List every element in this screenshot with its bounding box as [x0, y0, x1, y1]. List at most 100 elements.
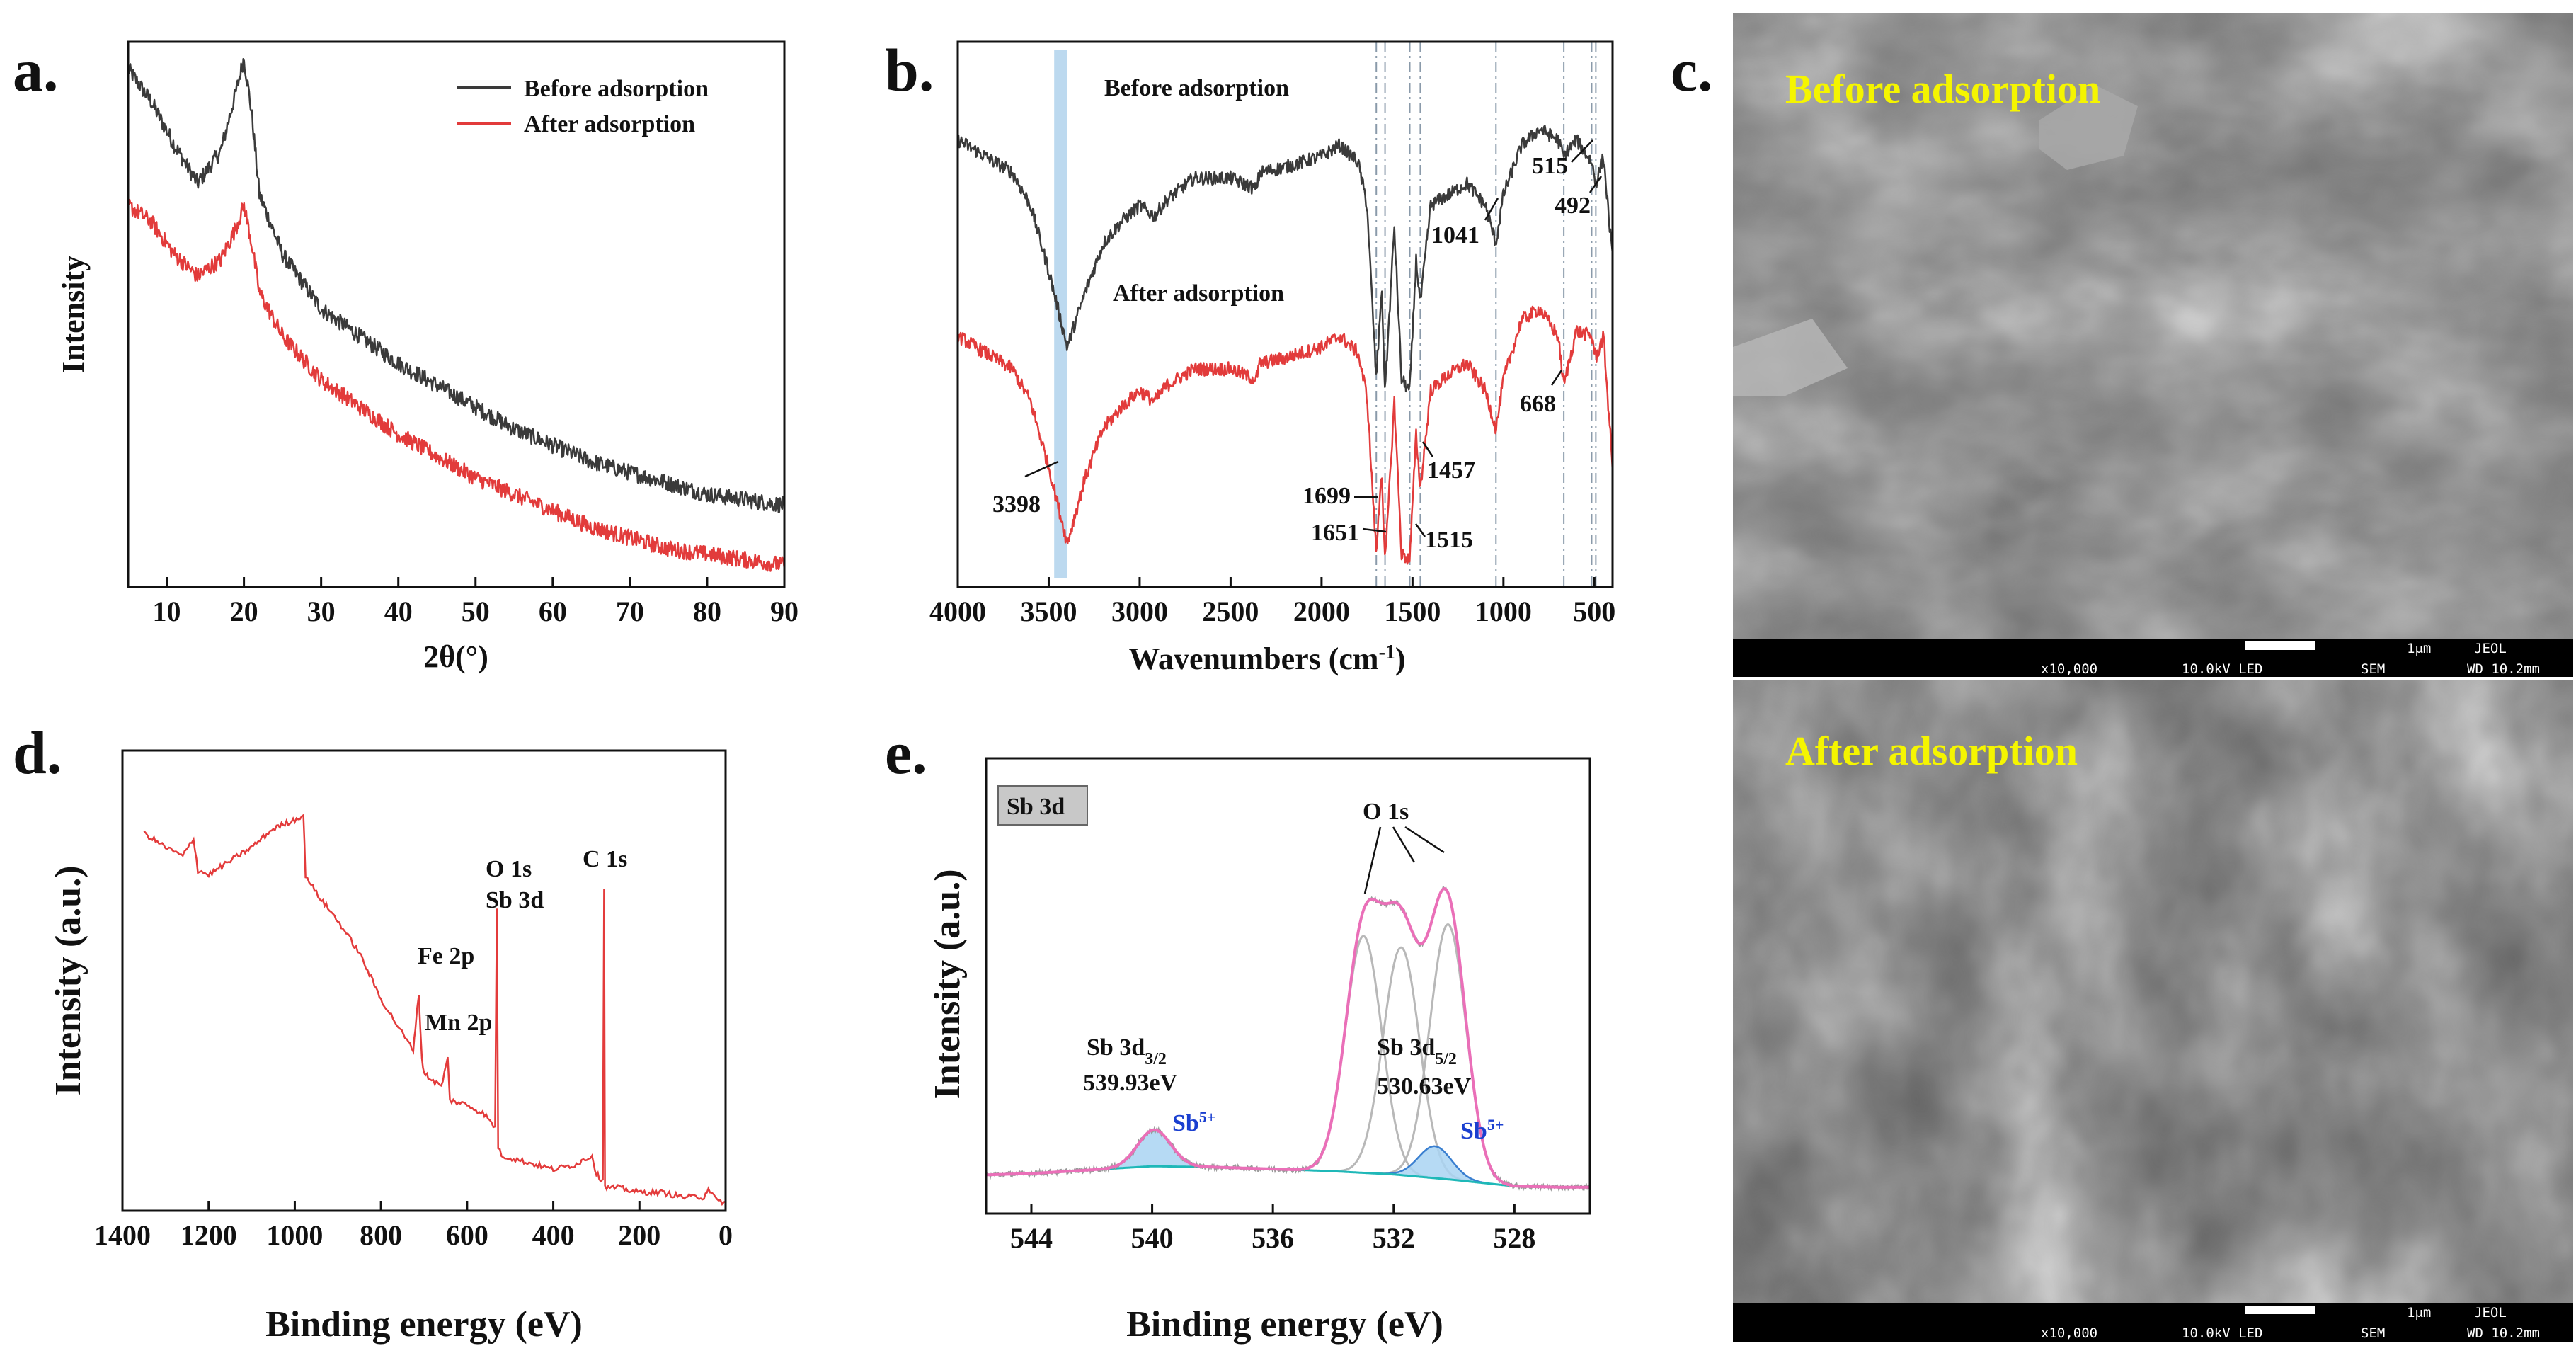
- panel-a-tick-label-90: 90: [770, 595, 798, 627]
- series-after-line: [128, 198, 784, 572]
- leader-1515: [1414, 523, 1426, 537]
- panel-e-xlabel: Binding energy (eV): [1126, 1304, 1443, 1345]
- annotation-1041: 1041: [1431, 222, 1479, 249]
- panel-label-a: a.: [13, 36, 59, 104]
- annotation-668: 668: [1520, 391, 1556, 417]
- panel-e-tick-label-536: 536: [1252, 1222, 1294, 1254]
- annotation-sb3d32-main: Sb 3d: [1087, 1034, 1145, 1061]
- annotation-sb5-right-main: Sb: [1460, 1118, 1487, 1144]
- survey-spectrum-line: [143, 814, 726, 1206]
- series-after-line: [958, 305, 1613, 565]
- panel-a-tick-label-70: 70: [616, 595, 644, 627]
- sem-before-flake: [2039, 85, 2138, 170]
- annotation-530: 530.63eV: [1377, 1073, 1472, 1100]
- panel-a-xlabel: 2θ(°): [423, 639, 488, 674]
- sem-after-texture: [1733, 680, 2573, 1303]
- annotation-sb3d32-sub: 3/2: [1145, 1050, 1167, 1068]
- panel-b-tick-label-500: 500: [1573, 595, 1615, 627]
- sem-before-mag: x10,000: [2041, 661, 2097, 677]
- panel-label-e: e.: [885, 719, 927, 787]
- sem-before-flake-2: [1733, 319, 1848, 396]
- series-before-line: [128, 57, 784, 513]
- panel-a-xrd: 10 20 30 40 50 60 70 80 90 2θ(°) Intensity Befor…: [56, 40, 798, 674]
- panel-e-tick-label-532: 532: [1373, 1222, 1415, 1254]
- annotation-492: 492: [1555, 193, 1591, 219]
- sem-after-infobar: [1733, 1303, 2573, 1342]
- annotation-1651: 1651: [1311, 520, 1359, 546]
- annotation-515: 515: [1532, 153, 1568, 179]
- panel-e-xps-sb3d: 544 540 536 532 528 Sb 3d Binding energy (eV…: [927, 757, 1591, 1345]
- panel-a-legend: Before adsorption After adsorption: [457, 76, 709, 137]
- annotation-1457: 1457: [1427, 457, 1475, 484]
- annotation-sb3d52-sub: 5/2: [1435, 1050, 1457, 1068]
- annotation-539: 539.93eV: [1083, 1070, 1178, 1096]
- annotation-before: Before adsorption: [1104, 75, 1289, 101]
- panel-a-tick-label-40: 40: [384, 595, 413, 627]
- panel-e-tick-label-528: 528: [1493, 1222, 1535, 1254]
- panel-d-tick-label-600: 600: [446, 1219, 488, 1251]
- annotation-sb5-right: Sb5+: [1460, 1116, 1504, 1145]
- annotation-sb5-left: Sb5+: [1172, 1108, 1215, 1137]
- leader-1651: [1362, 527, 1387, 533]
- panel-e-tick-label-540: 540: [1131, 1222, 1174, 1254]
- annotation-sb3d52: Sb 3d5/2: [1377, 1034, 1457, 1068]
- panel-d-tick-label-1200: 1200: [181, 1219, 237, 1251]
- panel-d-xlabel: Binding energy (eV): [265, 1304, 583, 1345]
- panel-e-tick-label-544: 544: [1010, 1222, 1053, 1254]
- sem-before-brand: JEOL: [2474, 641, 2507, 656]
- sem-before-mode: SEM: [2361, 661, 2385, 677]
- panel-label-b: b.: [885, 36, 934, 104]
- panel-b-xlabel-close: ): [1395, 641, 1406, 676]
- annotation-sb5-left-main: Sb: [1172, 1110, 1199, 1136]
- panel-d-tick-label-200: 200: [618, 1219, 660, 1251]
- panel-d-tick-label-0: 0: [719, 1219, 733, 1251]
- sem-before-voltage: 10.0kV LED: [2182, 661, 2262, 677]
- panel-label-c: c.: [1671, 36, 1713, 104]
- panel-a-ylabel: Intensity: [56, 256, 91, 373]
- panel-a-tick-label-10: 10: [153, 595, 181, 627]
- panel-e-frame: [985, 757, 1591, 1215]
- panel-d-ylabel: Intensity (a.u.): [48, 865, 88, 1095]
- annotation-o1s: O 1s: [486, 856, 532, 882]
- leader-492: [1588, 176, 1603, 193]
- panel-b-ftir: 4000 3500 3000 2500 2000 1500 1000 500 Wavenumb…: [929, 40, 1615, 676]
- panel-a-tick-label-80: 80: [693, 595, 721, 627]
- leader-1457: [1421, 441, 1434, 457]
- panel-a-tick-label-50: 50: [462, 595, 490, 627]
- panel-b-tick-label-1500: 1500: [1384, 595, 1441, 627]
- panel-d-tick-label-1400: 1400: [94, 1219, 151, 1251]
- panel-d-tick-label-800: 800: [360, 1219, 402, 1251]
- legend-label-before: Before adsorption: [524, 76, 709, 102]
- annotation-1699: 1699: [1303, 483, 1351, 509]
- panel-d-xps-survey: 1400 1200 1000 800 600 400 200 0 Binding energy…: [48, 749, 733, 1345]
- leader-o1s-2: [1392, 826, 1416, 863]
- sb3d-title-box: [997, 785, 1088, 826]
- leader-515: [1571, 139, 1593, 163]
- panel-b-tick-label-1000: 1000: [1475, 595, 1532, 627]
- sem-before-scale: 1μm: [2407, 641, 2431, 656]
- annotation-after: After adsorption: [1113, 280, 1284, 307]
- sem-image-after: After adsorption 1μm JEOL x10,000 10.0kV…: [1733, 680, 2573, 1342]
- fit-envelope-line: [986, 887, 1590, 1189]
- sem-after-brand: JEOL: [2474, 1305, 2507, 1320]
- sem-after-mag: x10,000: [2041, 1325, 2097, 1341]
- panel-d-tick-label-400: 400: [532, 1219, 575, 1251]
- panel-d-frame: [121, 749, 727, 1212]
- raw-data-line: [986, 885, 1590, 1192]
- sem-after-voltage: 10.0kV LED: [2182, 1325, 2262, 1341]
- leader-1041: [1484, 198, 1499, 221]
- sem-after-wd: WD 10.2mm: [2467, 1325, 2540, 1341]
- sb3d-title-label: Sb 3d: [1007, 794, 1065, 820]
- annotation-c1s: C 1s: [583, 846, 627, 872]
- panel-b-frame: [956, 40, 1614, 588]
- legend-label-after: After adsorption: [524, 111, 695, 137]
- panel-a-tick-label-60: 60: [539, 595, 567, 627]
- component-fill-sb5-4: [1369, 1146, 1501, 1185]
- panel-a-frame: [127, 40, 786, 588]
- annotation-o1s-e: O 1s: [1363, 799, 1409, 825]
- annotation-sb5-left-sup: 5+: [1199, 1108, 1216, 1126]
- panel-a-tick-label-20: 20: [230, 595, 258, 627]
- sem-after-mode: SEM: [2361, 1325, 2385, 1341]
- panel-b-tick-label-3500: 3500: [1020, 595, 1077, 627]
- leader-o1s-1: [1363, 826, 1382, 894]
